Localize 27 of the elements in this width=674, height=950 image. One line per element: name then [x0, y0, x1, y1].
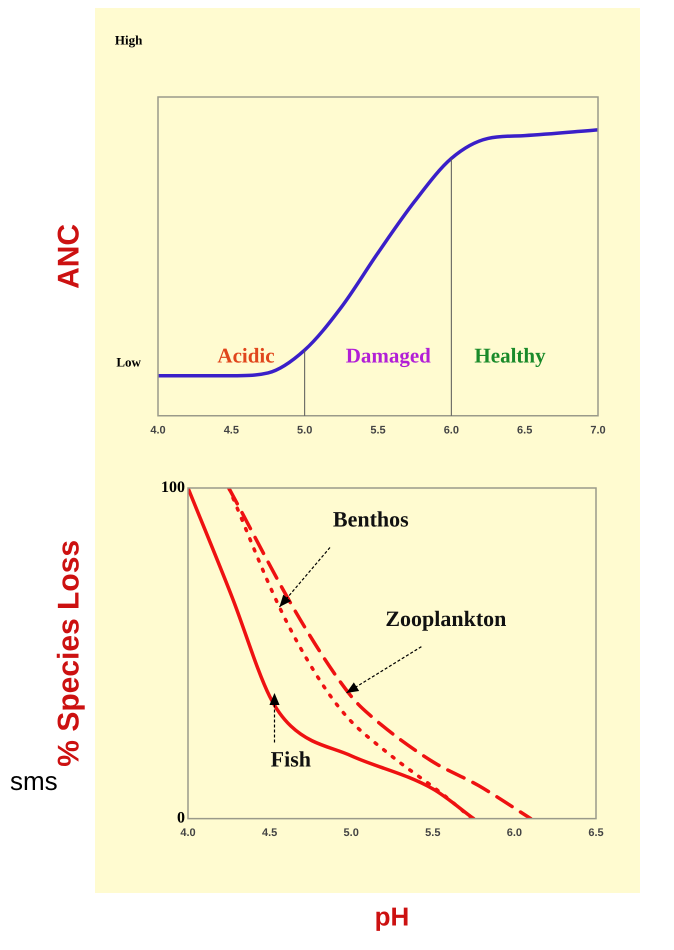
text: sms [10, 766, 58, 796]
x-tick-label: 5.0 [297, 424, 312, 436]
x-tick-label: 5.0 [344, 827, 359, 840]
annotation: Acidic [217, 344, 275, 368]
y-tick-label: 0 [177, 810, 185, 827]
text: High [114, 32, 144, 48]
x-tick-label: 6.5 [588, 827, 604, 840]
x-tick-label: 6.5 [517, 424, 532, 436]
annotation: Healthy [474, 344, 546, 368]
x-tick-label: 4.0 [150, 424, 166, 436]
x-axis-title: pH [374, 902, 410, 932]
text: Low [116, 354, 142, 370]
y-axis-title: ANC [52, 224, 86, 289]
annotation: Fish [270, 746, 311, 772]
annotation: Benthos [332, 506, 410, 532]
x-tick-label: 5.5 [425, 827, 440, 840]
x-tick-label: 4.5 [224, 424, 239, 436]
y-tick-label: 100 [161, 479, 185, 496]
x-tick-label: 5.5 [370, 424, 386, 436]
y-axis-title: % Species Loss [52, 540, 86, 767]
x-tick-label: 4.5 [262, 827, 278, 840]
annotation: Zooplankton [385, 606, 506, 631]
x-tick-label: 4.0 [180, 827, 196, 840]
x-tick-label: 6.0 [444, 424, 459, 436]
x-tick-label: 7.0 [590, 424, 606, 436]
x-tick-label: 6.0 [506, 827, 522, 840]
annotation: Damaged [346, 344, 432, 368]
